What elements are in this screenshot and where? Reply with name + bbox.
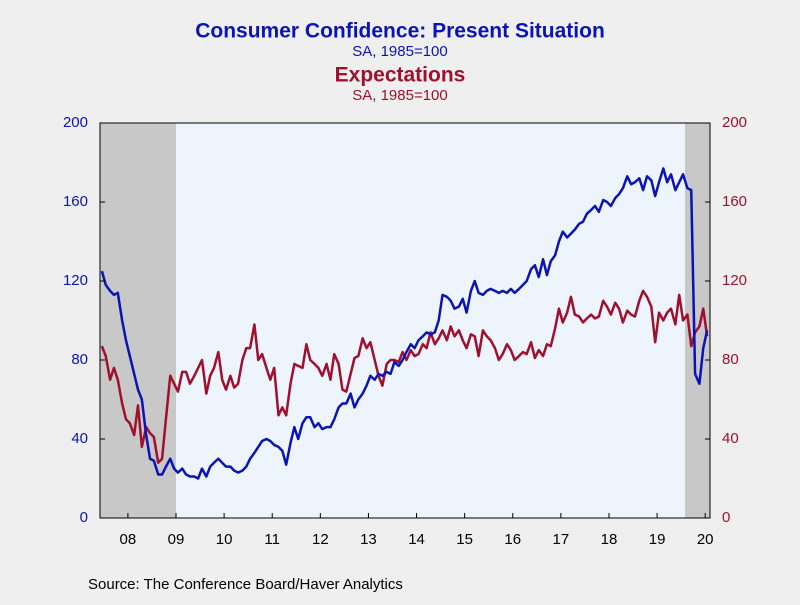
recession-band — [100, 123, 177, 518]
x-tick-label: 15 — [456, 531, 473, 548]
y-tick-label: 120 — [63, 272, 88, 289]
chart-title-2: Expectations — [335, 64, 466, 87]
y-tick-label: 0 — [80, 509, 88, 526]
y2-tick-label: 120 — [722, 272, 747, 289]
x-tick-label: 16 — [504, 531, 521, 548]
x-tick-label: 13 — [360, 531, 377, 548]
series-line — [100, 167, 709, 480]
x-tick-label: 19 — [649, 531, 666, 548]
y-tick-label: 40 — [71, 430, 88, 447]
y2-tick-label: 200 — [722, 114, 747, 131]
chart-subtitle: SA, 1985=100 — [352, 43, 448, 60]
y2-tick-label: 80 — [722, 351, 739, 368]
x-tick-label: 10 — [216, 531, 233, 548]
plot-area — [100, 123, 710, 518]
chart-title: Consumer Confidence: Present Situation — [195, 20, 605, 43]
marks — [100, 167, 709, 480]
x-tick-label: 17 — [553, 531, 570, 548]
plot-border — [99, 122, 711, 519]
x-tick-label: 14 — [408, 531, 425, 548]
x-tick-label: 18 — [601, 531, 618, 548]
x-tick-label: 11 — [264, 531, 280, 548]
source-note: Source: The Conference Board/Haver Analy… — [88, 576, 403, 593]
y2-tick-label: 40 — [722, 430, 739, 447]
y-tick-label: 160 — [63, 193, 88, 210]
y-tick-label: 80 — [71, 351, 88, 368]
x-tick-label: 08 — [120, 531, 137, 548]
x-tick-label: 09 — [168, 531, 185, 548]
x-tick-label: 12 — [312, 531, 329, 548]
chart-subtitle-2: SA, 1985=100 — [352, 87, 448, 104]
y2-tick-label: 0 — [722, 509, 730, 526]
x-tick-label: 20 — [697, 531, 714, 548]
y-tick-label: 200 — [63, 114, 88, 131]
y2-tick-label: 160 — [722, 193, 747, 210]
